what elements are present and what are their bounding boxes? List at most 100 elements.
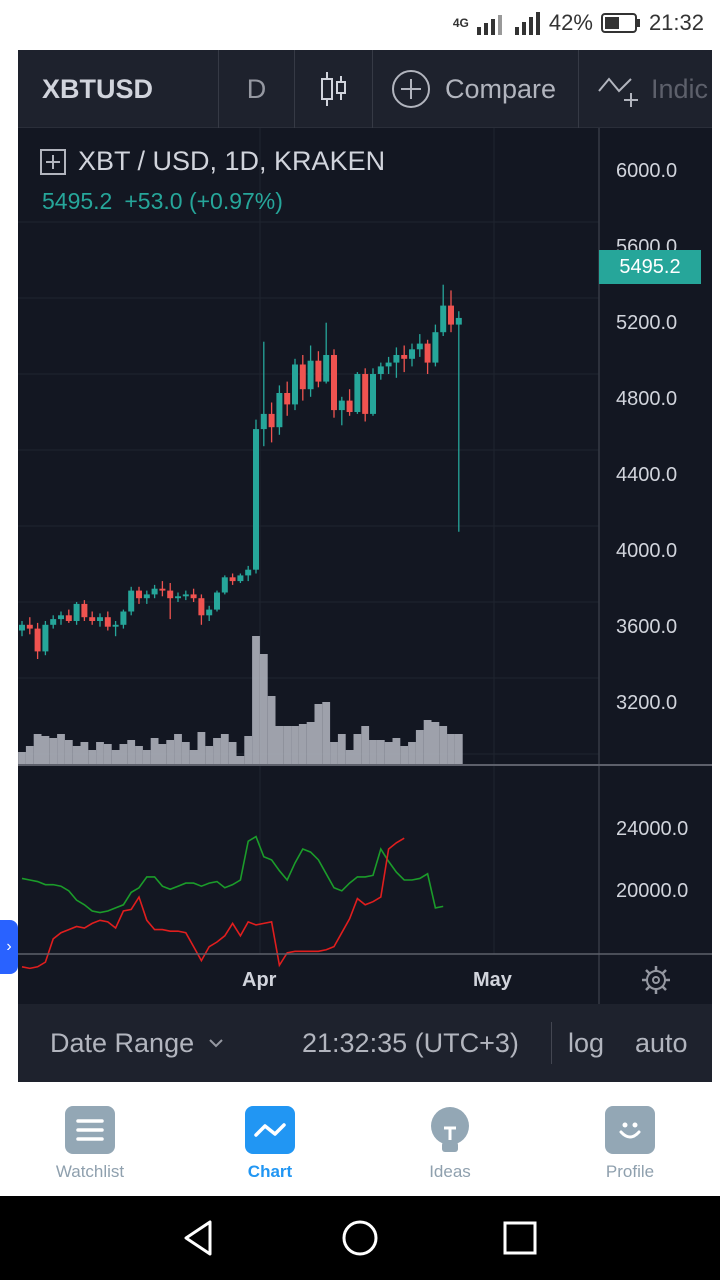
nav-ideas[interactable]: Ideas (390, 1106, 510, 1182)
volume-bar (25, 746, 34, 764)
auto-toggle[interactable]: auto (635, 1028, 688, 1058)
interval-label: D (246, 73, 267, 104)
volume-bar (392, 738, 401, 764)
candle-body (190, 594, 197, 599)
volume-bar (244, 736, 253, 764)
candle-body (237, 575, 244, 582)
time-axis[interactable]: Apr May (18, 955, 599, 1004)
indicators-label: Indic (651, 73, 709, 104)
bar-divider (551, 1022, 552, 1064)
chart-toolbar: XBTUSD D Compare (18, 50, 712, 128)
volume-bar (306, 722, 315, 764)
expand-icon[interactable] (40, 148, 66, 175)
volume-bar (447, 734, 455, 764)
price-tag-value: 5495.2 (619, 255, 681, 278)
candle-body (268, 413, 275, 428)
compare-button[interactable]: Compare (373, 50, 579, 128)
volume-bar (400, 746, 409, 764)
candle-body (89, 617, 96, 621)
chart-clock[interactable]: 21:32:35 (UTC+3) (302, 1028, 519, 1058)
recents-icon[interactable] (500, 1218, 540, 1258)
candle-body (73, 603, 80, 621)
volume-bar (41, 736, 50, 764)
signal-icon (514, 12, 540, 35)
price-tick: 3600.0 (616, 616, 678, 638)
candle-body (377, 366, 384, 374)
candle-body (50, 619, 57, 625)
candle-body (292, 364, 298, 405)
date-range-button[interactable]: Date Range (50, 1004, 224, 1082)
indicators-button[interactable]: Indic (579, 50, 712, 128)
volume-bar (127, 740, 136, 764)
volume-bar (142, 750, 151, 764)
indicator-tick: 24000.0 (616, 818, 689, 840)
candle-body (128, 590, 135, 612)
volume-bar (252, 636, 260, 764)
status-right: 4G 42% 21:32 (453, 10, 704, 36)
volume-bar (415, 730, 424, 764)
gear-icon (642, 965, 670, 994)
candle-body (19, 624, 25, 631)
battery-icon (600, 13, 640, 33)
symbol-label: XBTUSD (42, 73, 154, 104)
candle-body (299, 364, 306, 390)
candle-body (42, 624, 49, 652)
chart-bottom-bar: Date Range 21:32:35 (UTC+3) log auto (18, 1004, 712, 1082)
settings-button[interactable] (600, 955, 712, 1004)
log-toggle[interactable]: log (568, 1028, 605, 1058)
candle-body (346, 400, 353, 412)
volume-bar (236, 756, 245, 764)
candle-body (401, 355, 408, 359)
candle-body (253, 429, 259, 570)
price-chart[interactable] (18, 128, 712, 1004)
candle-body (385, 362, 392, 367)
candle-body (424, 343, 431, 363)
side-drawer-handle[interactable]: › (0, 920, 18, 974)
volume-bar (337, 734, 346, 764)
candle-body (112, 624, 119, 627)
chart-app: XBTUSD D Compare (18, 50, 712, 1082)
back-icon[interactable] (180, 1218, 220, 1258)
interval-button[interactable]: D (219, 50, 295, 128)
home-icon[interactable] (340, 1218, 380, 1258)
candle-body (175, 596, 181, 599)
candle-body (221, 577, 228, 593)
candle-body (416, 343, 423, 350)
candle-body (370, 374, 376, 414)
volume-bar (345, 750, 354, 764)
symbol-button[interactable]: XBTUSD (18, 50, 219, 128)
pane-legend: XBT / USD, 1D, KRAKEN (40, 146, 385, 177)
lightbulb-icon (425, 1106, 475, 1154)
candles-icon (320, 72, 346, 106)
volume-bar (49, 738, 58, 764)
candle-body (81, 603, 88, 618)
volume-bar (174, 734, 182, 764)
indicator-axis[interactable]: 24000.0 20000.0 (599, 766, 712, 954)
candle-body (338, 400, 345, 411)
time-tick-apr: Apr (242, 969, 277, 991)
candle-body (97, 617, 103, 621)
system-navigation-bar (0, 1196, 720, 1280)
volume-bar (439, 726, 448, 764)
candle-body (229, 577, 236, 582)
nav-ideas-label: Ideas (429, 1162, 471, 1181)
candle-body (58, 615, 64, 620)
candle-body (26, 624, 33, 629)
nav-chart[interactable]: Chart (210, 1106, 330, 1182)
network-label: 4G (452, 16, 469, 30)
candle-body (260, 413, 267, 430)
candle-body (143, 594, 150, 599)
volume-bar (454, 734, 463, 764)
volume-bar (353, 734, 362, 764)
candle-body (206, 609, 213, 616)
price-tick: 3200.0 (616, 692, 678, 714)
volume-bar (423, 720, 432, 764)
price-axis[interactable]: 6000.0 5600.0 5200.0 4800.0 4400.0 4000.… (599, 128, 712, 765)
price-tick: 5200.0 (616, 312, 678, 334)
volume-bar (80, 742, 89, 764)
nav-profile[interactable]: Profile (570, 1106, 690, 1182)
chart-type-button[interactable] (295, 50, 373, 128)
nav-watchlist[interactable]: Watchlist (30, 1106, 150, 1182)
volume-bar (376, 740, 385, 764)
volume-bar (275, 726, 284, 764)
